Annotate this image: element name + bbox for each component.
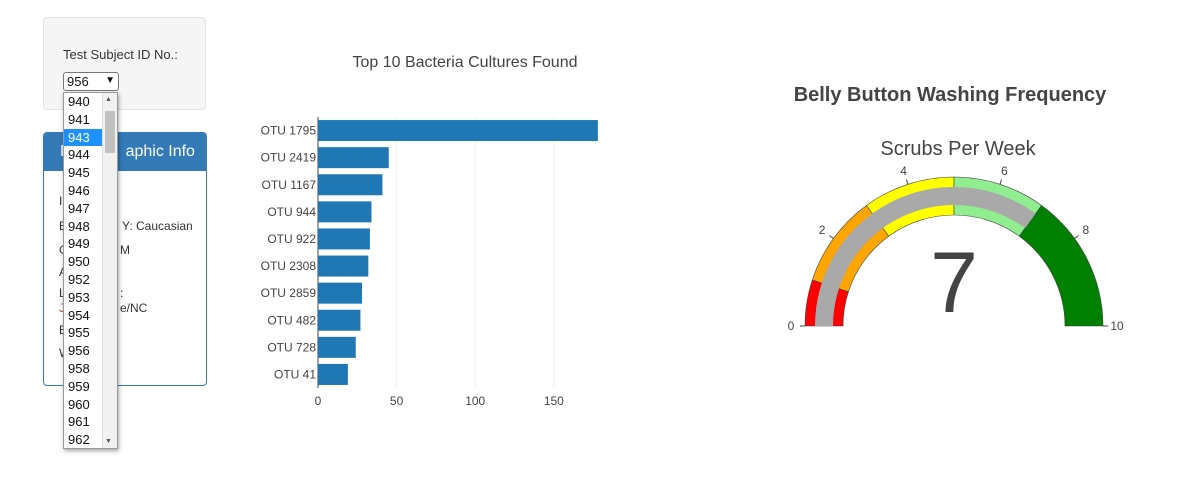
dropdown-option[interactable]: 948 bbox=[68, 218, 90, 234]
dropdown-option[interactable]: 956 bbox=[68, 343, 90, 359]
gauge-tick bbox=[999, 179, 1003, 185]
subject-id-select[interactable]: 956 ▼ bbox=[63, 72, 119, 91]
bar-x-ticks: 0 50 100 150 bbox=[315, 394, 565, 408]
bar bbox=[318, 282, 363, 304]
bar bbox=[318, 255, 369, 277]
dropdown-option[interactable]: 952 bbox=[68, 271, 90, 287]
dropdown-option[interactable]: 958 bbox=[68, 360, 90, 376]
scroll-down-icon[interactable]: ▼ bbox=[105, 438, 112, 445]
chevron-down-icon: ▼ bbox=[105, 75, 115, 86]
gauge-value-arc bbox=[815, 187, 1036, 326]
x-tick-label: 50 bbox=[390, 394, 404, 408]
dropdown-option[interactable]: 962 bbox=[68, 432, 90, 448]
category-label: OTU 2419 bbox=[261, 151, 317, 165]
gauge-tick bbox=[1074, 235, 1079, 239]
category-label: OTU 482 bbox=[267, 313, 316, 327]
gauge-tick-label: 10 bbox=[1110, 319, 1124, 333]
bar bbox=[318, 363, 348, 385]
dropdown-option[interactable]: 961 bbox=[68, 414, 90, 430]
bar bbox=[318, 201, 372, 223]
gauge-value-bar bbox=[815, 187, 1036, 326]
subject-id-label: Test Subject ID No.: bbox=[63, 47, 178, 62]
category-label: OTU 728 bbox=[267, 340, 316, 354]
gauge-tick-label: 6 bbox=[1001, 164, 1008, 178]
dropdown-option[interactable]: 950 bbox=[68, 254, 90, 270]
bar bbox=[318, 336, 356, 358]
category-label: OTU 1795 bbox=[261, 124, 317, 138]
category-label: OTU 1167 bbox=[262, 178, 317, 192]
info-line: L bbox=[59, 286, 66, 300]
scrollbar-thumb[interactable] bbox=[105, 111, 115, 153]
dropdown-option[interactable]: 953 bbox=[68, 289, 90, 305]
info-line: I bbox=[59, 194, 63, 208]
info-line: J bbox=[59, 301, 65, 315]
gauge-tick-label: 0 bbox=[788, 319, 795, 333]
gauge-tick-label: 8 bbox=[1083, 223, 1090, 237]
dropdown-option[interactable]: 959 bbox=[68, 378, 90, 394]
bar-chart-title: Top 10 Bacteria Cultures Found bbox=[352, 54, 577, 71]
gauge-tick bbox=[829, 235, 834, 239]
dropdown-option[interactable]: 954 bbox=[68, 307, 90, 323]
x-tick-label: 0 bbox=[315, 394, 322, 408]
bar bbox=[318, 309, 361, 331]
dropdown-option[interactable]: 955 bbox=[68, 325, 90, 341]
dropdown-option[interactable]: 960 bbox=[68, 396, 90, 412]
gauge-tick-label: 2 bbox=[819, 223, 826, 237]
x-tick-label: 150 bbox=[544, 394, 564, 408]
scroll-up-icon[interactable]: ▲ bbox=[105, 96, 112, 103]
gauge-tick-label: 4 bbox=[900, 164, 907, 178]
gauge-tick bbox=[905, 179, 909, 185]
bar bbox=[318, 120, 598, 142]
dropdown-option[interactable]: 944 bbox=[68, 147, 90, 163]
bar-category-labels: OTU 1795 OTU 2419 OTU 1167 OTU 944 OTU 922 OT… bbox=[261, 124, 317, 382]
subject-id-dropdown-list[interactable]: 940 941 943 944 945 946 947 948 949 950 952 953 954 9… bbox=[63, 92, 118, 449]
panel-title-end: aphic Info bbox=[125, 143, 195, 160]
gauge-value: 7 bbox=[930, 235, 978, 331]
gauge-band bbox=[1018, 205, 1104, 327]
category-label: OTU 2859 bbox=[261, 286, 317, 300]
dropdown-option[interactable]: 949 bbox=[68, 236, 90, 252]
info-line: : bbox=[120, 286, 124, 300]
dropdown-option[interactable]: 941 bbox=[68, 111, 90, 127]
subject-id-select-value: 956 bbox=[67, 74, 89, 89]
gauge-title: Belly Button Washing Frequency bbox=[793, 84, 1107, 106]
dropdown-option[interactable]: 940 bbox=[68, 94, 90, 109]
category-label: OTU 41 bbox=[274, 367, 316, 381]
bar-marks bbox=[318, 120, 598, 385]
dropdown-option[interactable]: 946 bbox=[68, 182, 90, 198]
bar-chart: Top 10 Bacteria Cultures Found OTU 1795O… bbox=[261, 54, 598, 408]
info-line: Y: Caucasian bbox=[122, 219, 193, 233]
info-line: e/NC bbox=[120, 301, 148, 315]
gauge-ticks: 0 2 4 6 8 10 bbox=[788, 164, 1124, 333]
x-tick-label: 100 bbox=[465, 394, 485, 408]
dropdown-option[interactable]: 947 bbox=[68, 200, 90, 216]
category-label: OTU 944 bbox=[267, 205, 316, 219]
gauge-subtitle: Scrubs Per Week bbox=[880, 138, 1036, 160]
bar bbox=[318, 174, 383, 196]
category-label: OTU 2308 bbox=[261, 259, 317, 273]
scrollbar[interactable]: ▲ ▼ bbox=[102, 93, 117, 448]
dropdown-option[interactable]: 945 bbox=[68, 165, 90, 181]
category-label: OTU 922 bbox=[267, 232, 316, 246]
info-line: M bbox=[120, 243, 130, 257]
bar bbox=[318, 228, 370, 250]
bar bbox=[318, 147, 389, 169]
gauge-chart: Scrubs Per Week 0 2 4 6 8 10 7 bbox=[788, 138, 1124, 333]
